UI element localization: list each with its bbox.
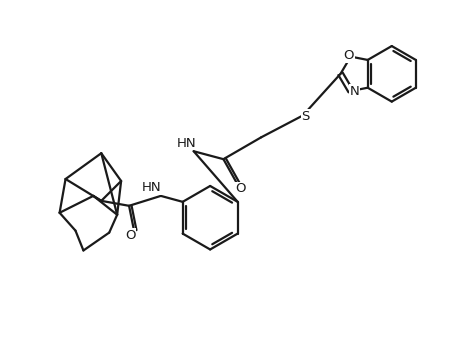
Text: O: O — [343, 49, 353, 62]
Text: HN: HN — [142, 182, 162, 195]
Text: S: S — [301, 110, 309, 123]
Text: O: O — [124, 229, 135, 242]
Text: O: O — [235, 183, 245, 195]
Text: HN: HN — [177, 137, 196, 150]
Text: N: N — [349, 85, 359, 98]
